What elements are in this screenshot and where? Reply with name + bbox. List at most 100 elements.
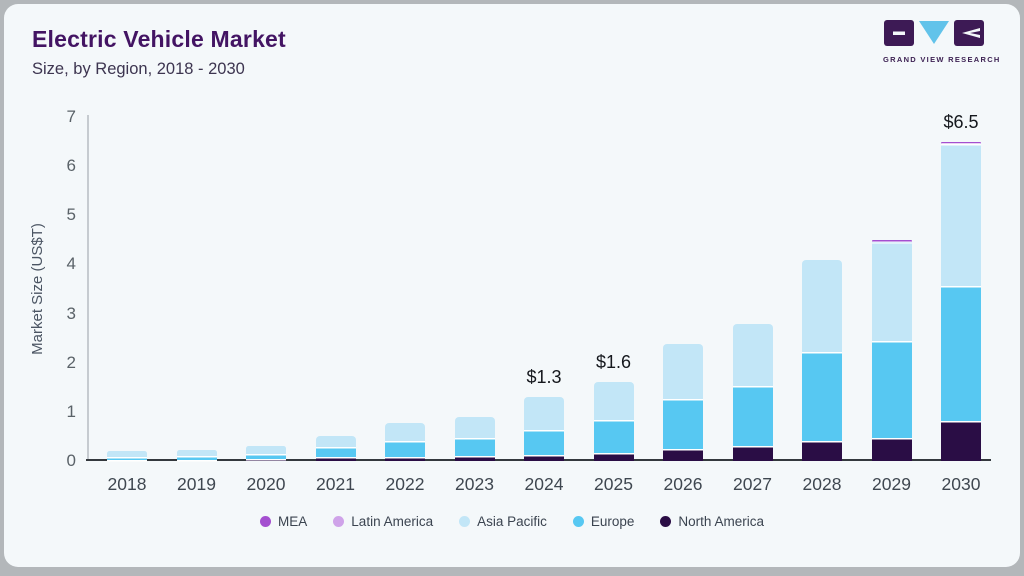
bar-segment-2022-asia-pacific[interactable] bbox=[385, 422, 425, 442]
bar-2018[interactable] bbox=[107, 451, 147, 461]
bar-segment-2027-north-america[interactable] bbox=[732, 445, 773, 461]
bar-segment-2021-europe[interactable] bbox=[315, 447, 356, 458]
x-axis-label-2019: 2019 bbox=[177, 474, 216, 494]
legend-item-asia-pacific[interactable]: Asia Pacific bbox=[459, 514, 547, 529]
bar-segment-2019-europe[interactable] bbox=[176, 456, 217, 460]
legend-label: Latin America bbox=[351, 514, 434, 529]
legend-dot-icon bbox=[333, 516, 345, 527]
bar-segment-2029-north-america[interactable] bbox=[871, 438, 912, 461]
bar-segment-2020-asia-pacific[interactable] bbox=[246, 446, 286, 454]
x-axis-label-2024: 2024 bbox=[524, 474, 564, 494]
legend-label: MEA bbox=[278, 514, 308, 529]
x-axis-label-2030: 2030 bbox=[941, 474, 981, 494]
y-tick-label-0: 0 bbox=[66, 451, 76, 470]
bar-segment-2026-europe[interactable] bbox=[663, 399, 703, 450]
bar-2023[interactable] bbox=[454, 416, 495, 461]
bar-segment-2019-north-america[interactable] bbox=[176, 459, 217, 461]
bar-segment-2022-north-america[interactable] bbox=[385, 456, 425, 461]
bar-segment-2024-asia-pacific[interactable] bbox=[524, 397, 564, 430]
x-axis-label-2020: 2020 bbox=[246, 474, 286, 494]
page-subtitle: Size, by Region, 2018 - 2030 bbox=[32, 60, 245, 78]
chart-card bbox=[4, 4, 1020, 567]
bar-2021[interactable] bbox=[315, 436, 356, 461]
bar-segment-2022-europe[interactable] bbox=[385, 441, 425, 457]
legend-item-north-america[interactable]: North America bbox=[660, 514, 764, 529]
bar-2027[interactable] bbox=[732, 324, 773, 461]
logo-text: GRAND VIEW RESEARCH bbox=[883, 55, 1001, 64]
bar-segment-2029-mea[interactable] bbox=[871, 239, 912, 241]
bar-segment-2028-europe[interactable] bbox=[802, 351, 842, 441]
bar-segment-2018-asia-pacific[interactable] bbox=[107, 451, 147, 458]
y-tick-label-5: 5 bbox=[66, 205, 76, 225]
bar-segment-2020-europe[interactable] bbox=[246, 453, 286, 460]
bar-segment-2023-asia-pacific[interactable] bbox=[454, 416, 495, 438]
bar-segment-2029-europe[interactable] bbox=[871, 341, 912, 439]
bar-segment-2025-europe[interactable] bbox=[593, 419, 634, 454]
legend-dot-icon bbox=[260, 516, 272, 527]
x-axis-label-2018: 2018 bbox=[107, 474, 147, 494]
bar-2028[interactable] bbox=[802, 260, 842, 461]
value-annotation-2024: $1.3 bbox=[526, 367, 562, 388]
legend-dot-icon bbox=[459, 516, 471, 527]
legend-item-europe[interactable]: Europe bbox=[572, 514, 635, 529]
bar-2022[interactable] bbox=[385, 422, 425, 461]
bar-segment-2028-asia-pacific[interactable] bbox=[802, 260, 842, 352]
bar-segment-2024-north-america[interactable] bbox=[524, 454, 564, 461]
bar-segment-2029-asia-pacific[interactable] bbox=[871, 241, 912, 342]
bar-segment-2018-north-america[interactable] bbox=[107, 459, 147, 461]
x-axis-label-2021: 2021 bbox=[316, 474, 355, 494]
bar-segment-2030-europe[interactable] bbox=[941, 285, 981, 422]
bar-2020[interactable] bbox=[246, 446, 286, 461]
bar-segment-2025-asia-pacific[interactable] bbox=[593, 382, 634, 420]
bar-segment-2021-north-america[interactable] bbox=[315, 457, 356, 461]
bar-segment-2026-north-america[interactable] bbox=[663, 449, 703, 461]
gvr-logo-icon bbox=[884, 20, 984, 46]
bar-segment-2024-europe[interactable] bbox=[524, 429, 564, 455]
y-tick-label-7: 7 bbox=[66, 107, 76, 126]
bar-2030[interactable] bbox=[941, 141, 981, 461]
bar-2025[interactable] bbox=[593, 382, 634, 461]
bar-segment-2026-asia-pacific[interactable] bbox=[663, 344, 703, 400]
bar-segment-2023-north-america[interactable] bbox=[454, 456, 495, 461]
legend-label: Asia Pacific bbox=[477, 514, 547, 529]
bar-segment-2030-mea[interactable] bbox=[941, 141, 981, 143]
bar-segment-2027-europe[interactable] bbox=[732, 385, 773, 446]
bar-segment-2028-north-america[interactable] bbox=[802, 440, 842, 461]
x-axis-label-2027: 2027 bbox=[733, 474, 772, 494]
bar-segment-2020-north-america[interactable] bbox=[246, 459, 286, 461]
x-axis-label-2025: 2025 bbox=[594, 474, 633, 494]
bar-segment-2019-asia-pacific[interactable] bbox=[176, 449, 217, 457]
x-axis-label-2026: 2026 bbox=[663, 474, 703, 494]
bar-segment-2023-europe[interactable] bbox=[454, 437, 495, 457]
bar-segment-2030-asia-pacific[interactable] bbox=[941, 144, 981, 286]
bar-segment-2030-north-america[interactable] bbox=[941, 421, 981, 461]
bar-segment-2025-north-america[interactable] bbox=[593, 453, 634, 461]
x-axis-label-2023: 2023 bbox=[455, 474, 494, 494]
y-tick-label-1: 1 bbox=[66, 401, 76, 421]
value-annotation-2030: $6.5 bbox=[943, 111, 979, 132]
bar-segment-2027-asia-pacific[interactable] bbox=[732, 324, 773, 386]
bar-2019[interactable] bbox=[176, 449, 217, 461]
y-tick-label-2: 2 bbox=[66, 352, 76, 372]
legend-item-mea[interactable]: MEA bbox=[260, 514, 307, 529]
legend-label: North America bbox=[678, 514, 764, 529]
bar-segment-2029-latin-america[interactable] bbox=[871, 240, 912, 242]
grand-view-research-logo: GRAND VIEW RESEARCH bbox=[883, 20, 1001, 64]
value-annotation-2025: $1.6 bbox=[595, 352, 632, 373]
legend-dot-icon bbox=[660, 516, 672, 527]
x-axis-label-2022: 2022 bbox=[385, 474, 425, 494]
chart-legend: MEA Latin America Asia Pacific Europe North … bbox=[0, 514, 1024, 529]
legend-label: Europe bbox=[590, 514, 635, 529]
x-axis-label-2029: 2029 bbox=[872, 474, 911, 494]
legend-item-latin-america[interactable]: Latin America bbox=[333, 514, 433, 529]
bar-2029[interactable] bbox=[871, 239, 912, 461]
bar-segment-2018-europe[interactable] bbox=[107, 457, 147, 460]
y-tick-label-4: 4 bbox=[66, 254, 76, 274]
bar-2026[interactable] bbox=[663, 344, 703, 461]
bar-segment-2030-latin-america[interactable] bbox=[941, 142, 981, 145]
bar-2024[interactable] bbox=[524, 397, 564, 461]
legend-dot-icon bbox=[572, 516, 584, 527]
x-axis-label-2028: 2028 bbox=[802, 474, 842, 494]
bar-segment-2021-asia-pacific[interactable] bbox=[315, 436, 356, 448]
page-title: Electric Vehicle Market bbox=[32, 26, 286, 52]
